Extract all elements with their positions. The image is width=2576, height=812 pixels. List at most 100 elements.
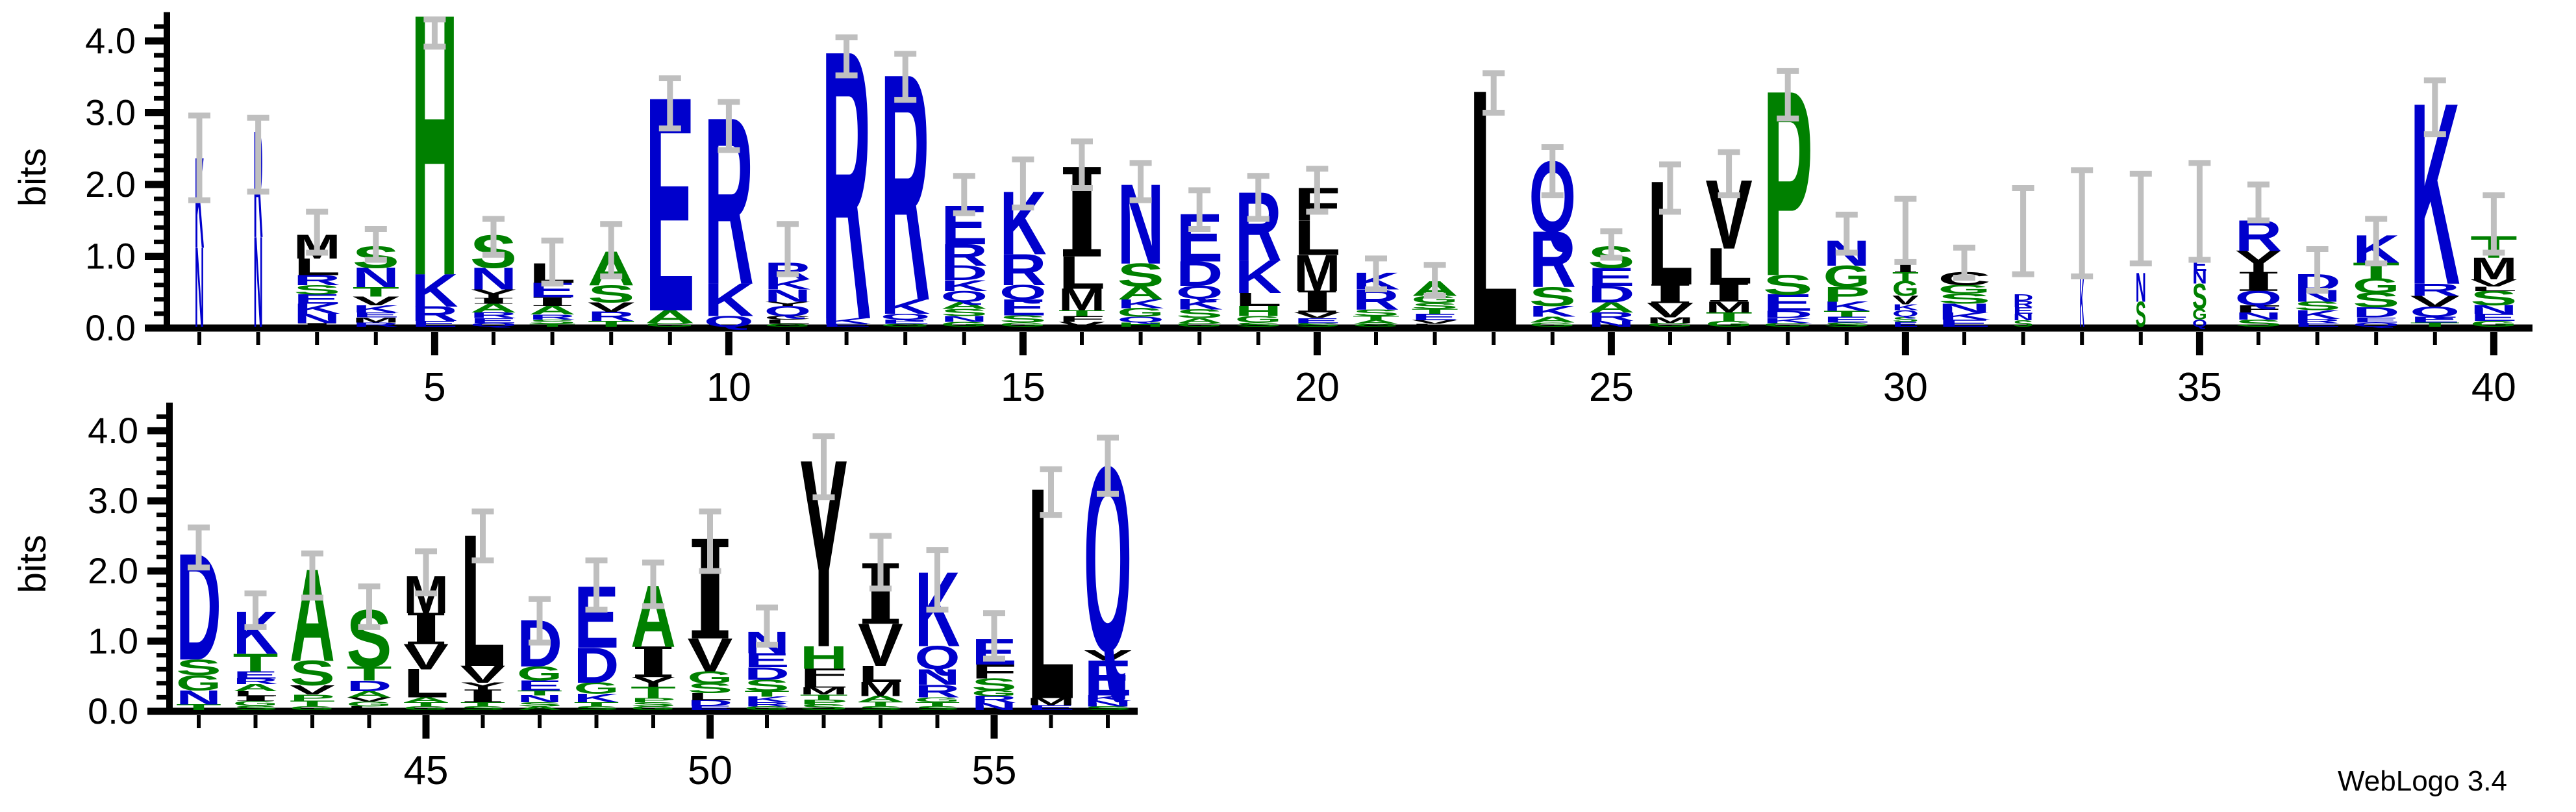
- logo-letter-N-pos-2: N: [253, 209, 262, 355]
- logo-letter-S-pos-53: S: [858, 705, 903, 711]
- logo-letter-S-pos-14: S: [941, 307, 988, 318]
- error-bar-pos-29: [1835, 211, 1858, 256]
- logo-letter-T-pos-46: T: [460, 701, 506, 707]
- logo-letter-G-pos-43: G: [290, 705, 335, 711]
- logo-letter-G-pos-21: G: [1353, 323, 1399, 327]
- logo-letter-A-pos-9: A: [645, 306, 695, 327]
- logo-letter-Q-pos-13: Q: [881, 312, 931, 321]
- error-bar-pos-46: [471, 508, 494, 564]
- logo-letter-D-pos-50: D: [688, 698, 733, 707]
- logo-letter-T-pos-39: T: [2410, 321, 2460, 328]
- x-axis-tick-label-20: 20: [1295, 365, 1340, 410]
- logo-letter-E-pos-30: E: [1892, 320, 1919, 328]
- logo-letter-E-pos-5: E: [411, 320, 458, 329]
- error-bar-pos-26: [1659, 161, 1681, 215]
- logo-letter-V-pos-22: V: [1411, 319, 1458, 325]
- logo-letter-E-pos-28: E: [1763, 289, 1813, 316]
- logo-letter-A-pos-18: A: [1176, 317, 1223, 325]
- logo-letter-N-pos-6: N: [470, 261, 517, 296]
- logo-letter-A-pos-42: A: [233, 682, 279, 694]
- logo-letter-P-pos-52: P: [799, 698, 847, 706]
- logo-letter-Y-pos-6: Y: [470, 287, 517, 301]
- logo-letter-R-pos-55: R: [971, 694, 1017, 705]
- logo-letter-H-pos-19: H: [1235, 303, 1282, 319]
- logo-letter-E-pos-37: E: [2294, 322, 2340, 328]
- logo-letter-S-pos-3: S: [294, 283, 340, 298]
- logo-letter-S-pos-51: S: [744, 677, 790, 695]
- logo-letter-R-pos-32: R: [2013, 299, 2034, 309]
- logo-letter-F-pos-52: F: [799, 665, 847, 685]
- logo-letter-S-pos-54: S: [915, 705, 960, 711]
- logo-letter-K-pos-11: K: [764, 276, 811, 292]
- error-bar-pos-43: [301, 550, 323, 601]
- logo-letter-N-pos-54: N: [915, 665, 960, 690]
- x-axis-tick-label-50: 50: [688, 748, 732, 793]
- logo-letter-S-pos-32: S: [2013, 318, 2034, 329]
- logo-letter-K-pos-4: K: [353, 303, 400, 315]
- logo-letter-Q-pos-54: Q: [915, 639, 960, 677]
- logo-letter-V-pos-44: V: [347, 696, 392, 703]
- logo-letter-E-pos-3: E: [294, 292, 340, 307]
- stack-pos-24: GAKSRQ: [1529, 140, 1576, 328]
- logo-letter-S-pos-42: S: [233, 705, 279, 711]
- logo-letter-D-pos-32: D: [2013, 292, 2034, 303]
- logo-letter-G-pos-48: G: [574, 679, 619, 698]
- logo-letter-G-pos-54: G: [915, 696, 960, 704]
- logo-letter-E-pos-13: E: [881, 318, 931, 325]
- logo-letter-V-pos-20: V: [1294, 311, 1341, 320]
- logo-letter-S-pos-40: S: [2470, 286, 2517, 310]
- logo-letter-G-pos-18: G: [1176, 322, 1223, 328]
- y-axis-tick-label: 2.0: [88, 550, 138, 591]
- logo-letter-D-pos-44: D: [347, 678, 392, 694]
- x-axis-tick-label-40: 40: [2471, 365, 2516, 410]
- logo-letter-M-pos-56: M: [1027, 696, 1075, 707]
- logo-letter-P-pos-29: P: [1823, 283, 1870, 306]
- logo-letter-R-pos-8: R: [588, 309, 634, 324]
- logo-letter-D-pos-51: D: [744, 663, 790, 684]
- stack-pos-4: RMEKVTNS: [353, 240, 400, 328]
- logo-letter-L-pos-27: L: [1705, 238, 1752, 295]
- logo-letter-G-pos-30: G: [1892, 276, 1919, 301]
- logo-letter-Y-pos-46: Y: [460, 681, 506, 692]
- logo-letter-V-pos-57: V: [1084, 648, 1132, 664]
- logo-letter-Y-pos-49: Y: [631, 674, 676, 691]
- logo-letter-E-pos-20: E: [1294, 317, 1340, 325]
- logo-letter-R-pos-3: R: [294, 272, 340, 288]
- logo-letter-K-pos-18: K: [1176, 296, 1223, 313]
- logo-letter-K-pos-17: K: [1117, 297, 1164, 311]
- logo-letter-R-pos-6: R: [470, 311, 517, 320]
- logo-letter-L-pos-53: L: [858, 661, 903, 687]
- logo-letter-K-pos-37: K: [2294, 308, 2340, 322]
- logo-letter-R-pos-24: R: [1529, 214, 1576, 304]
- logo-letter-R-pos-5: R: [411, 302, 458, 325]
- y-axis-tick-label: 4.0: [85, 20, 136, 61]
- weblogo-credit: WebLogo 3.4: [2338, 765, 2507, 797]
- logo-letter-G-pos-51: G: [744, 705, 790, 711]
- stack-pos-33: K: [2080, 261, 2084, 343]
- logo-letter-S-pos-34: S: [2136, 294, 2146, 335]
- logo-letter-V-pos-46: V: [460, 661, 506, 689]
- logo-letter-K-pos-28: K: [1763, 317, 1813, 325]
- logo-letter-R-pos-42: R: [233, 677, 279, 686]
- error-bar-pos-40: [2482, 192, 2505, 256]
- logo-letter-T-pos-8: T: [588, 320, 634, 329]
- logo-letter-Q-pos-38: Q: [2353, 321, 2399, 328]
- logo-letter-S-pos-22: S: [1411, 301, 1458, 311]
- logo-letter-N-pos-11: N: [764, 286, 811, 305]
- logo-letter-V-pos-40: V: [2470, 277, 2518, 289]
- logo-letter-D-pos-14: D: [941, 261, 988, 285]
- logo-letter-M-pos-27: M: [1705, 298, 1752, 316]
- error-bar-pos-18: [1188, 187, 1211, 233]
- logo-letter-G-pos-41: G: [176, 670, 221, 696]
- error-bar-pos-24: [1541, 144, 1564, 199]
- logo-letter-A-pos-7: A: [529, 303, 575, 317]
- logo-letter-T-pos-29: T: [1823, 309, 1870, 318]
- error-bar-pos-53: [869, 533, 892, 592]
- logo-letter-G-pos-55: G: [971, 689, 1017, 698]
- error-bar-pos-48: [585, 557, 608, 613]
- logo-letter-A-pos-25: A: [1588, 299, 1634, 316]
- logo-letter-V-pos-26: V: [1647, 299, 1694, 322]
- logo-letter-S-pos-21: S: [1353, 307, 1399, 318]
